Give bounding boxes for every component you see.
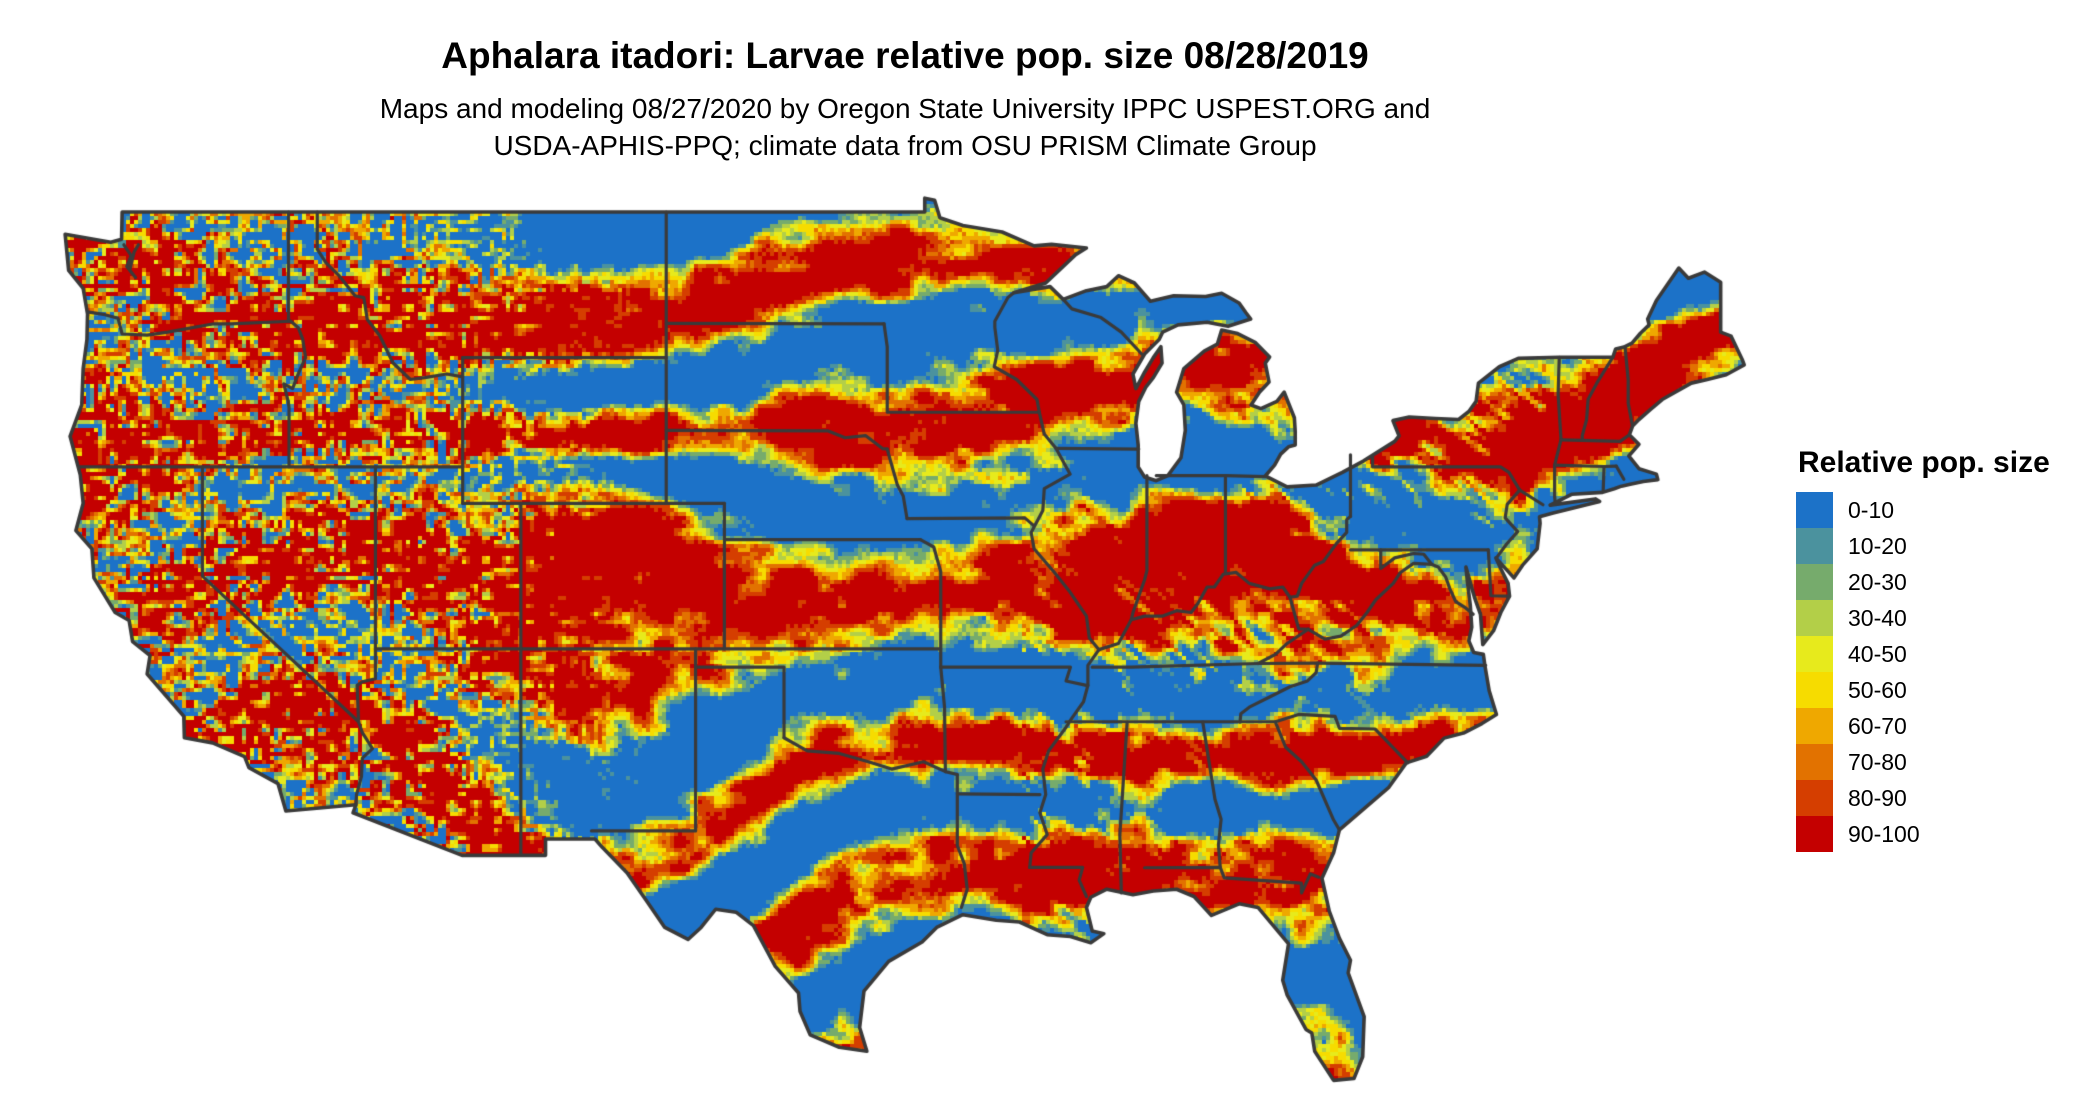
legend-label: 50-60	[1848, 676, 1907, 703]
legend-color-swatch	[1796, 600, 1833, 636]
page-title: Aphalara itadori: Larvae relative pop. s…	[441, 35, 1369, 76]
legend-row: 50-60	[1796, 672, 2050, 708]
legend-color-swatch	[1796, 492, 1833, 528]
legend-row: 80-90	[1796, 780, 2050, 816]
legend-label: 10-20	[1848, 532, 1907, 559]
legend-label: 70-80	[1848, 748, 1907, 775]
legend-label: 90-100	[1848, 820, 1920, 847]
legend-row: 40-50	[1796, 636, 2050, 672]
legend-label: 80-90	[1848, 784, 1907, 811]
legend-row: 60-70	[1796, 708, 2050, 744]
legend-row: 10-20	[1796, 528, 2050, 564]
map-subtitle-line1: Maps and modeling 08/27/2020 by Oregon S…	[379, 93, 1431, 124]
legend-color-swatch	[1796, 816, 1833, 852]
map-subtitle-line2: USDA-APHIS-PPQ; climate data from OSU PR…	[493, 130, 1317, 161]
legend-color-swatch	[1796, 744, 1833, 780]
legend-row: 0-10	[1796, 492, 2050, 528]
legend-label: 30-40	[1848, 604, 1907, 631]
legend-title: Relative pop. size	[1798, 446, 2050, 479]
legend-color-swatch	[1796, 672, 1833, 708]
legend-label: 0-10	[1848, 496, 1895, 523]
legend-rows: 0-10 10-20 20-30 30-40 40-50 50-60 60-70 70-80 8…	[1796, 492, 2050, 852]
legend-row: 70-80	[1796, 744, 2050, 780]
legend-color-swatch	[1796, 636, 1833, 672]
legend: Relative pop. size 0-10 10-20 20-30 30-40 40…	[1796, 446, 2050, 852]
header: Aphalara itadori: Larvae relative pop. s…	[0, 36, 1810, 164]
legend-label: 60-70	[1848, 712, 1907, 739]
legend-color-swatch	[1796, 564, 1833, 600]
legend-color-swatch	[1796, 708, 1833, 744]
legend-row: 20-30	[1796, 564, 2050, 600]
legend-label: 40-50	[1848, 640, 1907, 667]
legend-label: 20-30	[1848, 568, 1907, 595]
legend-color-swatch	[1796, 780, 1833, 816]
legend-row: 90-100	[1796, 816, 2050, 852]
legend-color-swatch	[1796, 528, 1833, 564]
legend-row: 30-40	[1796, 600, 2050, 636]
